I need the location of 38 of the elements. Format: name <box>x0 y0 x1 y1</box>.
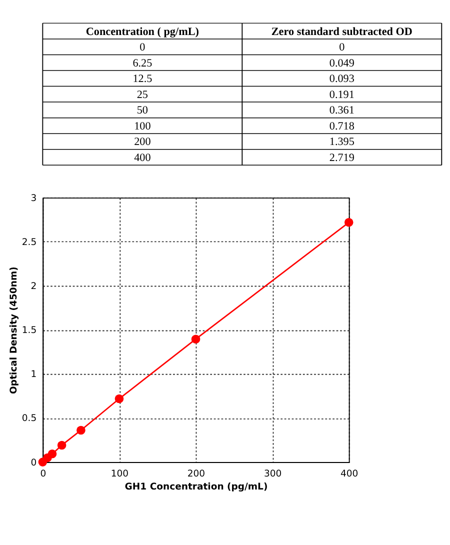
x-axis-title: GH1 Concentration (pg/mL) <box>124 481 268 492</box>
point <box>57 440 66 450</box>
x-tick-label: 100 <box>110 468 129 480</box>
y-axis-title: Optical Density (450nm) <box>8 266 20 394</box>
text: 0.191 <box>329 88 354 101</box>
y-tick-label: 2 <box>30 281 37 292</box>
text: 1.395 <box>329 136 355 148</box>
text: 200 <box>134 136 152 148</box>
text: 0.718 <box>329 120 355 132</box>
text: 100 <box>134 120 152 132</box>
point <box>344 218 354 227</box>
text: 6.25 <box>132 57 153 70</box>
point <box>114 394 124 404</box>
text: 400 <box>134 152 152 164</box>
text: Zero standard subtracted OD <box>271 26 412 38</box>
point <box>48 449 57 458</box>
text: 0.361 <box>329 104 354 117</box>
y-tick-label: 1 <box>30 369 37 380</box>
text: 0.049 <box>329 57 355 70</box>
x-tick-label: 200 <box>187 468 206 480</box>
y-tick-label: 2.5 <box>22 236 37 248</box>
y-tick-label: 0 <box>30 457 37 468</box>
y-tick-label: 1.5 <box>22 325 37 336</box>
text: 2.719 <box>329 152 355 164</box>
text: 50 <box>136 104 148 117</box>
text: 0 <box>339 42 346 54</box>
x-tick-label: 0 <box>40 468 46 480</box>
text: 25 <box>136 88 148 101</box>
text: Concentration ( pg/mL) <box>86 26 200 38</box>
x-tick-label: 300 <box>264 468 282 480</box>
point <box>191 334 200 344</box>
text: 12.5 <box>132 73 153 86</box>
text: 0.093 <box>329 73 355 86</box>
y-tick-label: 0.5 <box>22 413 37 424</box>
text: 0 <box>140 42 146 54</box>
y-tick-label: 3 <box>30 192 37 204</box>
x-tick-label: 400 <box>340 468 358 480</box>
point <box>76 426 86 435</box>
